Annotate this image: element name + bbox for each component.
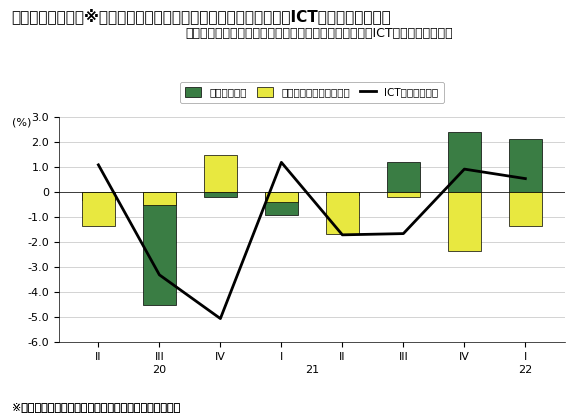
Bar (143, 192, 176, 205)
Bar (325, 192, 359, 195)
Text: 機械受注（民需、除く船舶・電力・携帯電話）に占めるICT関連機種の寄与度: 機械受注（民需、除く船舶・電力・携帯電話）に占めるICT関連機種の寄与度 (185, 27, 453, 40)
Bar (509, 139, 542, 192)
Bar (143, 192, 176, 305)
Bar (204, 192, 237, 197)
Text: 21: 21 (305, 365, 319, 375)
Text: 22: 22 (518, 365, 532, 375)
Bar (82, 192, 115, 226)
Bar (509, 192, 542, 226)
Legend: 電子計算機等, 通信機（除く携帯電話）, ICT関連設備投資: 電子計算機等, 通信機（除く携帯電話）, ICT関連設備投資 (180, 82, 444, 103)
Text: 図表７　設備投資※（民需、除く船舶・電力・携帯電話）に占めるICT関連機種の寄与度: 図表７ 設備投資※（民需、除く船舶・電力・携帯電話）に占めるICT関連機種の寄与… (12, 8, 392, 24)
Bar (264, 192, 298, 202)
Bar (448, 192, 481, 251)
Bar (448, 132, 481, 192)
Bar (325, 192, 359, 234)
Text: ※ここでいう設備投資は機械受注統計で代用している。: ※ここでいう設備投資は機械受注統計で代用している。 (12, 402, 180, 412)
Bar (204, 155, 237, 192)
Bar (264, 192, 298, 215)
Bar (82, 192, 115, 200)
Text: ※ここでいう設備投資は機械受注統計で代用している。: ※ここでいう設備投資は機械受注統計で代用している。 (12, 402, 180, 412)
Text: 20: 20 (153, 365, 166, 375)
Bar (387, 162, 420, 192)
Text: (%): (%) (12, 117, 31, 127)
Bar (387, 192, 420, 197)
